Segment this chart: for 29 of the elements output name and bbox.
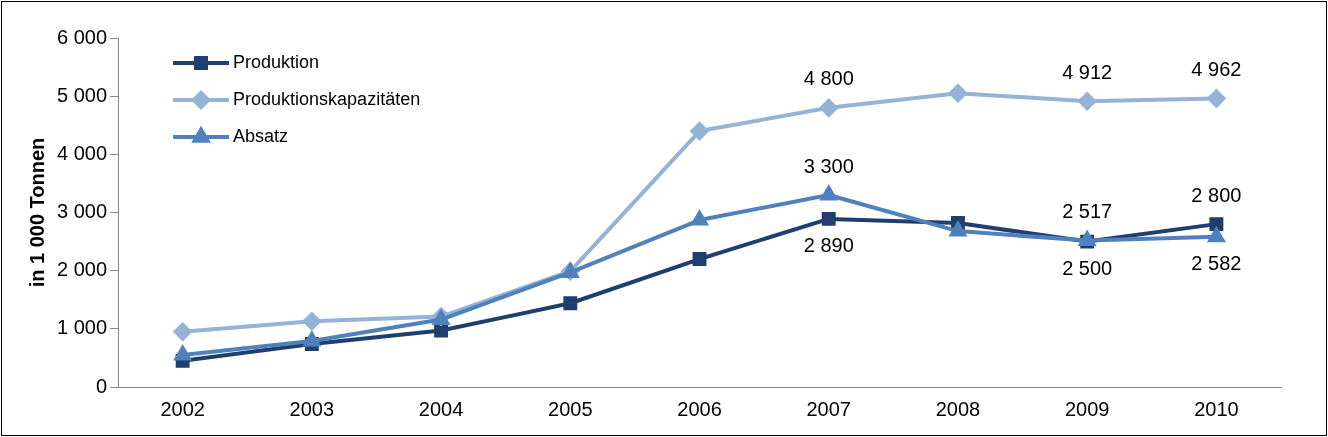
x-tick-label: 2003 bbox=[289, 397, 335, 420]
x-tick-label: 2007 bbox=[806, 397, 851, 420]
data-label: 4 912 bbox=[1062, 60, 1113, 83]
y-tick-label: 3 000 bbox=[56, 200, 108, 223]
x-tick-label: 2010 bbox=[1194, 397, 1239, 420]
data-label: 4 962 bbox=[1191, 57, 1242, 80]
y-axis-title: in 1 000 Tonnen bbox=[25, 137, 48, 288]
x-tick-label: 2004 bbox=[418, 397, 464, 420]
legend-label: Produktion bbox=[233, 51, 320, 72]
legend-label: Produktionskapazitäten bbox=[233, 88, 421, 109]
x-tick-label: 2009 bbox=[1064, 397, 1110, 420]
data-label: 2 890 bbox=[803, 234, 854, 257]
y-tick-label: 2 000 bbox=[56, 258, 108, 281]
y-tick-label: 1 000 bbox=[56, 316, 108, 339]
y-tick-label: 4 000 bbox=[56, 141, 108, 164]
data-label: 2 517 bbox=[1062, 200, 1113, 223]
data-label: 2 582 bbox=[1191, 252, 1242, 275]
y-tick-label: 0 bbox=[95, 374, 108, 397]
data-label: 3 300 bbox=[803, 154, 854, 177]
x-tick-label: 2006 bbox=[677, 397, 722, 420]
data-label: 2 500 bbox=[1062, 257, 1113, 280]
data-label: 4 800 bbox=[803, 67, 854, 90]
legend-label: Absatz bbox=[233, 125, 289, 146]
data-label: 2 800 bbox=[1191, 183, 1242, 206]
x-tick-label: 2002 bbox=[160, 397, 205, 420]
y-tick-label: 6 000 bbox=[56, 25, 108, 48]
y-tick-label: 5 000 bbox=[56, 83, 108, 106]
x-tick-label: 2008 bbox=[935, 397, 981, 420]
x-tick-label: 2005 bbox=[548, 397, 593, 420]
